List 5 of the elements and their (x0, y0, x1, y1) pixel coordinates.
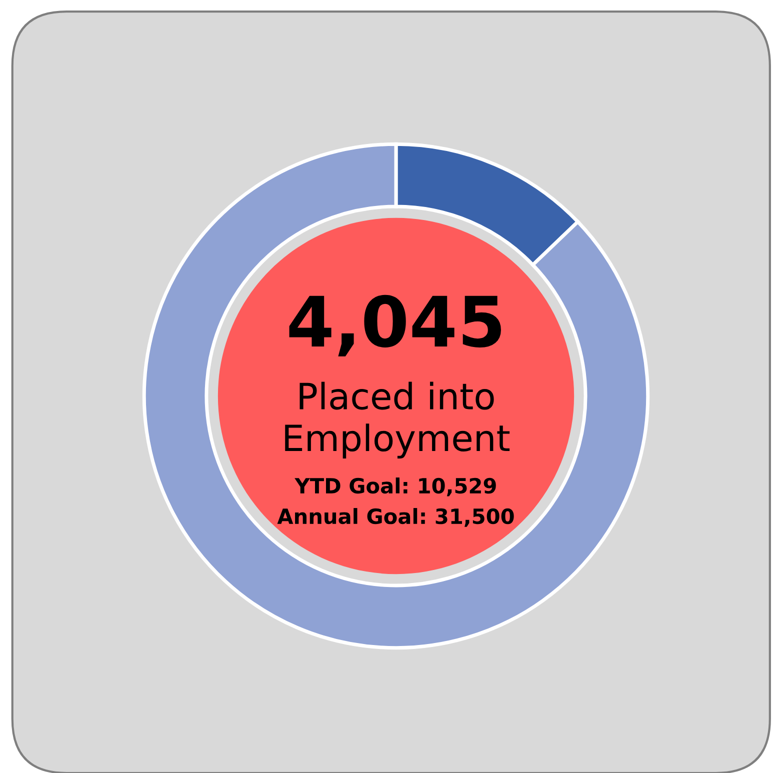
text: Annual Goal: 31,500 (277, 508, 514, 527)
text: YTD Goal: 10,529 (294, 478, 496, 496)
donut-slice (142, 142, 650, 650)
text: 4,045 (289, 294, 501, 356)
text: Placed into Employment (285, 382, 510, 459)
